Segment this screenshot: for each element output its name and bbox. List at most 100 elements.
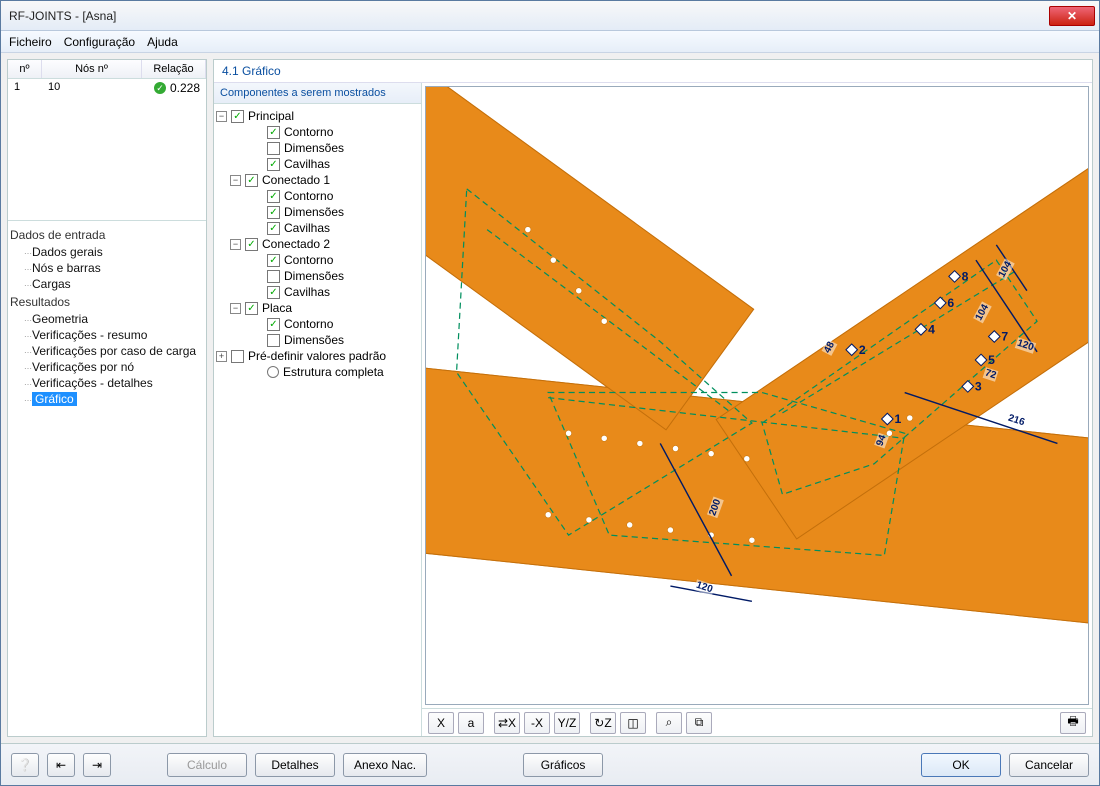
nav-tree: Dados de entrada Dados gerais Nós e barr… (8, 220, 206, 736)
tree-node[interactable]: ✓Contorno (216, 188, 419, 204)
toolbar-button[interactable]: Y/Z (554, 712, 580, 734)
tree-node[interactable]: ✓ Contorno (216, 124, 419, 140)
nav-graphic[interactable]: Gráfico (10, 391, 204, 407)
svg-text:2: 2 (859, 343, 866, 357)
nav-nodes[interactable]: Nós e barras (10, 260, 204, 276)
ok-button[interactable]: OK (921, 753, 1001, 777)
toolbar-button[interactable]: ⇄X (494, 712, 520, 734)
annex-button[interactable]: Anexo Nac. (343, 753, 427, 777)
menu-help[interactable]: Ajuda (147, 35, 178, 49)
cell-nodes: 10 (42, 81, 142, 95)
expand-icon[interactable]: + (216, 351, 227, 362)
checkbox[interactable]: ✓ (267, 254, 280, 267)
details-button[interactable]: Detalhes (255, 753, 335, 777)
grid-row[interactable]: 1 10 ✓ 0.228 (8, 79, 206, 97)
toolbar-button[interactable]: -X (524, 712, 550, 734)
checkbox[interactable]: ✓ (267, 206, 280, 219)
nav-bynode[interactable]: Verificações por nó (10, 359, 204, 375)
menu-file[interactable]: Ficheiro (9, 35, 52, 49)
expand-icon[interactable]: − (230, 303, 241, 314)
toolbar-button[interactable]: ⌕ (656, 712, 682, 734)
tree-label: Estrutura completa (283, 365, 384, 379)
tree-node[interactable]: ✓Contorno (216, 252, 419, 268)
checkbox[interactable] (267, 270, 280, 283)
col-no[interactable]: nº (8, 60, 42, 78)
cancel-button[interactable]: Cancelar (1009, 753, 1089, 777)
tree-node[interactable]: ✓Contorno (216, 316, 419, 332)
help-icon: ❔ (18, 758, 33, 772)
nav-details[interactable]: Verificações - detalhes (10, 375, 204, 391)
checkbox[interactable]: ✓ (231, 110, 244, 123)
checkbox[interactable]: ✓ (245, 238, 258, 251)
svg-text:8: 8 (962, 270, 969, 284)
toolbar-button[interactable]: ↻Z (590, 712, 616, 734)
tree-label: Cavilhas (284, 157, 330, 171)
col-nodes[interactable]: Nós nº (42, 60, 142, 78)
toolbar-icon: Y/Z (558, 716, 577, 730)
nav-geometry[interactable]: Geometria (10, 311, 204, 327)
expand-icon[interactable]: − (230, 175, 241, 186)
toolbar-button[interactable]: X (428, 712, 454, 734)
help-button[interactable]: ❔ (11, 753, 39, 777)
checkbox[interactable] (231, 350, 244, 363)
checkbox[interactable] (267, 334, 280, 347)
nav-summary[interactable]: Verificações - resumo (10, 327, 204, 343)
component-tree: Componentes a serem mostrados −✓Principa… (214, 83, 422, 736)
tree-label: Conectado 2 (262, 237, 330, 251)
svg-text:5: 5 (988, 353, 995, 367)
titlebar: RF-JOINTS - [Asna] ✕ (1, 1, 1099, 31)
checkbox[interactable]: ✓ (267, 286, 280, 299)
menu-config[interactable]: Configuração (64, 35, 135, 49)
checkbox[interactable]: ✓ (267, 190, 280, 203)
toolbar-button[interactable]: ⧉ (686, 712, 712, 734)
tree-node[interactable]: ✓ Cavilhas (216, 156, 419, 172)
tree-label: Dimensões (284, 205, 344, 219)
expand-icon[interactable]: − (230, 239, 241, 250)
nav-loads[interactable]: Cargas (10, 276, 204, 292)
toolbar-button[interactable]: ◫ (620, 712, 646, 734)
expand-icon[interactable]: − (216, 111, 227, 122)
tree-node[interactable]: Estrutura completa (216, 364, 419, 380)
checkbox[interactable]: ✓ (267, 318, 280, 331)
calc-button[interactable]: Cálculo (167, 753, 247, 777)
nav-byload[interactable]: Verificações por caso de carga (10, 343, 204, 359)
tree-node[interactable]: −✓Conectado 1 (216, 172, 419, 188)
close-button[interactable]: ✕ (1049, 6, 1095, 26)
viewer-toolbar: Xa ⇄X -X Y/Z ↻Z ◫ ⌕⧉ 🖶 (422, 708, 1092, 736)
check-ok-icon: ✓ (154, 82, 166, 94)
prev-button[interactable]: ⇤ (47, 753, 75, 777)
toolbar-icon: ◫ (627, 716, 638, 730)
checkbox[interactable]: ✓ (267, 158, 280, 171)
tree-node[interactable]: ✓ Cavilhas (216, 220, 419, 236)
checkbox[interactable] (267, 142, 280, 155)
viewer: 12345678 104104120724821694200120 Xa⇄X-X… (422, 83, 1092, 736)
tree-node[interactable]: −✓Principal (216, 108, 419, 124)
checkbox[interactable]: ✓ (245, 302, 258, 315)
tree-node[interactable]: −✓ Conectado 2 (216, 236, 419, 252)
printer-icon: 🖶 (1067, 712, 1078, 733)
main-panel: 4.1 Gráfico Componentes a serem mostrado… (213, 59, 1093, 737)
tree-node[interactable]: Dimensões (216, 268, 419, 284)
next-button[interactable]: ⇥ (83, 753, 111, 777)
svg-text:3: 3 (975, 379, 982, 393)
radio[interactable] (267, 366, 279, 378)
checkbox[interactable]: ✓ (267, 222, 280, 235)
nav-general[interactable]: Dados gerais (10, 244, 204, 260)
tree-label: Contorno (284, 125, 333, 139)
checkbox[interactable]: ✓ (267, 126, 280, 139)
section-title: 4.1 Gráfico (214, 60, 1092, 83)
checkbox[interactable]: ✓ (245, 174, 258, 187)
toolbar-print-button[interactable]: 🖶 (1060, 712, 1086, 734)
tree-node[interactable]: ✓ Dimensões (216, 204, 419, 220)
tree-node[interactable]: Dimensões (216, 140, 419, 156)
col-ratio[interactable]: Relação (142, 60, 206, 78)
tree-node[interactable]: −✓Placa (216, 300, 419, 316)
tree-node[interactable]: Dimensões (216, 332, 419, 348)
graphics-button[interactable]: Gráficos (523, 753, 603, 777)
toolbar-button[interactable]: a (458, 712, 484, 734)
tree-node[interactable]: +Pré-definir valores padrão (216, 348, 419, 364)
tree-label: Cavilhas (284, 221, 330, 235)
tree-node[interactable]: ✓Cavilhas (216, 284, 419, 300)
toolbar-icon: ⇄X (498, 716, 516, 730)
viewer-canvas[interactable]: 12345678 104104120724821694200120 (425, 86, 1089, 705)
